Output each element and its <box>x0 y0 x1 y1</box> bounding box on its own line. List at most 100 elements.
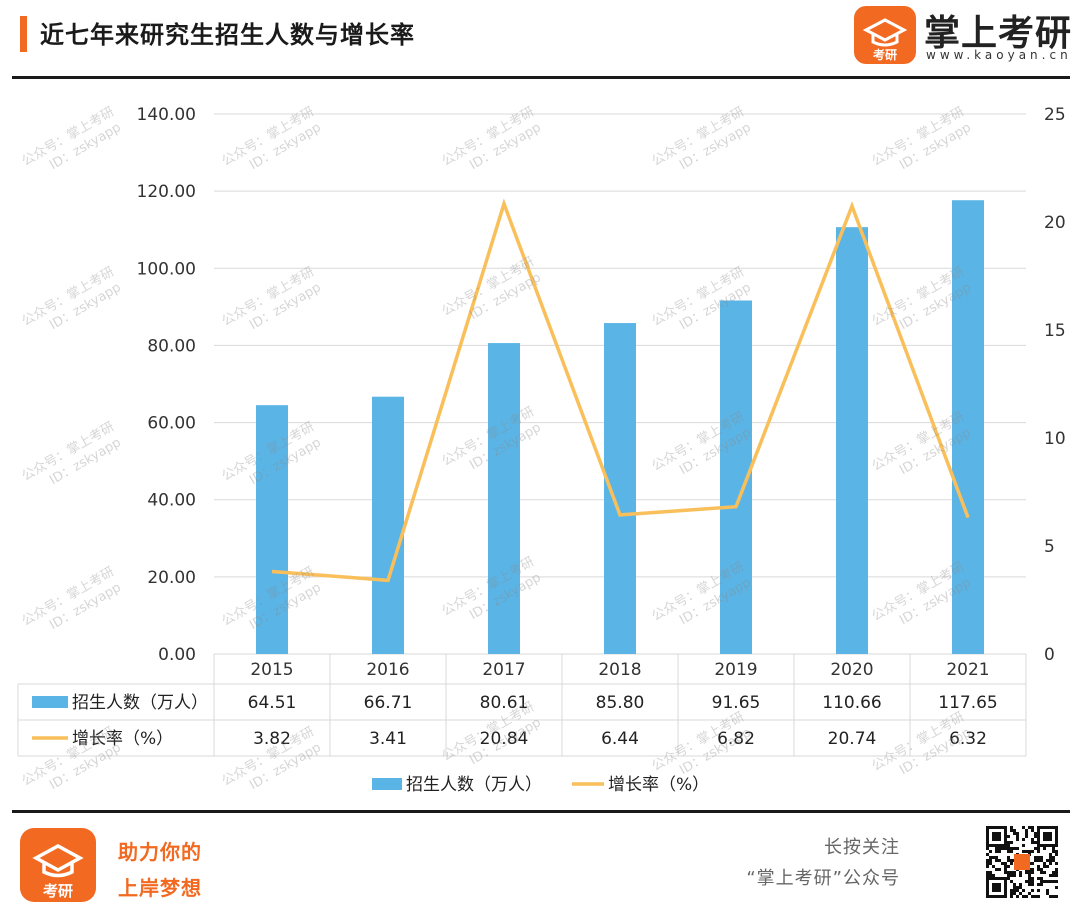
qr-module <box>986 853 989 856</box>
qr-module <box>1052 871 1055 874</box>
qr-code-icon[interactable] <box>986 826 1058 898</box>
x-tick-label: 2019 <box>714 660 757 680</box>
legend-label: 增长率（%） <box>608 775 709 795</box>
data-label: 85.80 <box>596 693 645 713</box>
brand-name: 掌上考研 <box>924 13 1073 54</box>
x-tick-label: 2021 <box>946 660 989 680</box>
qr-module <box>995 856 998 859</box>
qr-module <box>1019 874 1022 877</box>
data-label: 110.66 <box>822 693 881 713</box>
qr-module <box>1010 859 1013 862</box>
qr-module <box>1034 856 1037 859</box>
y-tick-right: 20 <box>1044 213 1066 233</box>
qr-module <box>1022 889 1025 892</box>
qr-module <box>989 859 992 862</box>
qr-module <box>1007 856 1010 859</box>
qr-module <box>995 847 998 850</box>
qr-module <box>1010 847 1013 850</box>
qr-module <box>1013 889 1016 892</box>
legend-key-bar <box>372 778 402 790</box>
qr-module <box>1037 856 1040 859</box>
follow-line-2: “掌上考研”公众号 <box>746 868 900 889</box>
qr-module <box>1010 871 1013 874</box>
qr-module <box>1010 895 1013 898</box>
qr-module <box>1004 847 1007 850</box>
qr-module <box>1034 859 1037 862</box>
qr-module <box>1040 856 1043 859</box>
qr-module <box>986 865 989 868</box>
qr-module <box>1013 829 1016 832</box>
qr-module <box>1040 883 1043 886</box>
qr-module <box>1040 859 1043 862</box>
qr-module <box>1007 865 1010 868</box>
brand[interactable]: 考研 掌上考研 www.kaoyan.cn <box>854 4 1071 66</box>
qr-module <box>1049 856 1052 859</box>
qr-module <box>1010 841 1013 844</box>
qr-module <box>1052 874 1055 877</box>
qr-module <box>1037 865 1040 868</box>
x-tick-label: 2016 <box>366 660 409 680</box>
y-tick-left: 120.00 <box>137 182 196 202</box>
qr-module <box>1028 883 1031 886</box>
qr-module <box>1046 892 1049 895</box>
qr-module <box>1016 886 1019 889</box>
slogan-line-2: 上岸梦想 <box>118 876 202 900</box>
qr-module <box>1028 871 1031 874</box>
y-tick-left: 80.00 <box>147 336 196 356</box>
qr-module <box>1013 883 1016 886</box>
x-tick-label: 2018 <box>598 660 641 680</box>
qr-module <box>1055 868 1058 871</box>
qr-module <box>1028 826 1031 829</box>
brand-logo-icon: 考研 <box>854 6 916 64</box>
data-label: 3.82 <box>253 729 291 749</box>
qr-module <box>1004 862 1007 865</box>
qr-module <box>1013 847 1016 850</box>
qr-module <box>1046 859 1049 862</box>
qr-module <box>1028 874 1031 877</box>
qr-module <box>1010 880 1013 883</box>
qr-module <box>1013 886 1016 889</box>
qr-module <box>1013 832 1016 835</box>
qr-module <box>1046 880 1049 883</box>
qr-module <box>1016 835 1019 838</box>
qr-module <box>1037 859 1040 862</box>
qr-module <box>1031 883 1034 886</box>
qr-module <box>1022 850 1025 853</box>
data-label: 20.84 <box>480 729 529 749</box>
qr-module <box>1049 853 1052 856</box>
qr-module <box>1001 862 1004 865</box>
qr-module <box>1022 826 1025 829</box>
qr-module <box>1010 874 1013 877</box>
qr-module <box>1055 880 1058 883</box>
qr-module <box>1013 871 1016 874</box>
qr-module <box>1055 853 1058 856</box>
qr-module <box>998 850 1001 853</box>
qr-module <box>1037 883 1040 886</box>
qr-module <box>986 874 989 877</box>
qr-module <box>1049 862 1052 865</box>
qr-module <box>1007 850 1010 853</box>
qr-module <box>1031 877 1034 880</box>
qr-module <box>1007 871 1010 874</box>
qr-module <box>1028 892 1031 895</box>
x-tick-label: 2017 <box>482 660 525 680</box>
qr-module <box>1034 895 1037 898</box>
qr-module <box>1055 850 1058 853</box>
y-tick-right: 0 <box>1044 645 1055 665</box>
table-row-label: 增长率（%） <box>72 729 173 749</box>
qr-module <box>989 850 992 853</box>
qr-module <box>1040 877 1043 880</box>
qr-module <box>998 847 1001 850</box>
qr-module <box>989 856 992 859</box>
bar-2016 <box>372 396 404 654</box>
qr-module <box>1049 874 1052 877</box>
y-tick-right: 10 <box>1044 429 1066 449</box>
qr-module <box>1010 892 1013 895</box>
qr-module <box>1052 880 1055 883</box>
qr-finder-core <box>992 883 1001 892</box>
